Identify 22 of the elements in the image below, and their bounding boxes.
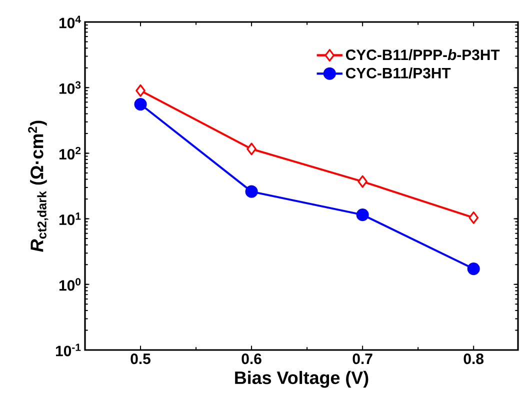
point (245, 185, 258, 198)
legend-label: CYC-B11/P3HT (346, 67, 451, 79)
point (246, 142, 256, 156)
y-tick-label: 10$^{3}$ (59, 81, 81, 94)
x-tick-label: 0.8 (464, 354, 484, 364)
y-tick-label: 10$^{1}$ (59, 212, 81, 226)
x-axis-title: Bias Voltage (V) (235, 370, 368, 388)
y-tick-label: 10$^{2}$ (59, 146, 81, 160)
point (356, 208, 369, 222)
y-tick-label: 10$^{4}$ (59, 16, 81, 28)
legend-label: CYC-B11/PPP-b-P3HT (346, 49, 500, 60)
point (468, 211, 479, 224)
y-axis-title: R$_{ct2,dark}$ (Ω·cm$^{2}$) (28, 120, 48, 252)
x-tick-label: 0.6 (242, 354, 262, 364)
x-tick-label: 0.7 (352, 354, 372, 364)
point (358, 175, 368, 188)
y-tick-label: 10$^{-1}$ (56, 344, 81, 356)
x-tick-label: 0.5 (130, 354, 150, 364)
y-tick-label: 10$^{0}$ (59, 278, 81, 291)
point (136, 84, 146, 97)
point (467, 262, 480, 276)
point (134, 98, 147, 111)
